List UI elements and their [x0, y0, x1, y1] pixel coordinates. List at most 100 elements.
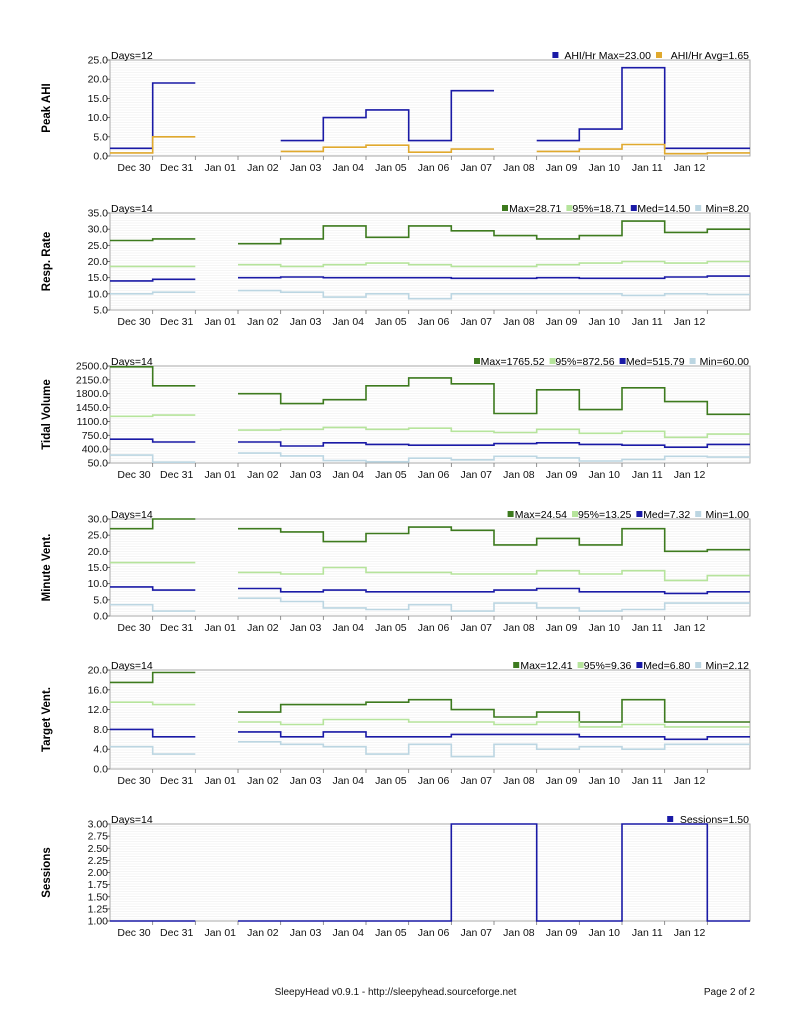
legend-label: Min=2.12 — [706, 660, 750, 672]
y-tick-label: 50.0 — [88, 458, 109, 470]
minute-vent-series-min — [110, 597, 750, 612]
x-tick-label: Jan 05 — [375, 622, 407, 634]
y-tick-label: 5.0 — [93, 131, 108, 143]
minute-vent-series-max — [110, 518, 750, 553]
x-tick-label: Jan 03 — [290, 469, 322, 481]
target-vent-grid — [110, 672, 750, 768]
x-tick-label: Jan 11 — [632, 927, 663, 939]
y-tick-label: 30.0 — [88, 514, 109, 526]
x-tick-label: Jan 01 — [204, 775, 236, 787]
x-tick-label: Dec 30 — [117, 927, 150, 939]
peak-ahi-ylabel: Peak AHI — [41, 83, 53, 132]
y-tick-label: 5.0 — [93, 594, 108, 606]
x-tick-label: Jan 07 — [460, 622, 492, 634]
legend-label: Max=24.54 — [515, 509, 567, 521]
peak-ahi-chart: 0.0 5.0 10.0 15.0 20.0 25.0 Dec 30 Dec 31 Jan 01… — [41, 50, 751, 174]
y-tick-label: 10.0 — [88, 288, 109, 300]
tidal-volume-series-max — [110, 366, 750, 416]
legend-label: 95%=18.71 — [572, 203, 626, 215]
x-tick-label: Jan 09 — [546, 622, 578, 634]
x-tick-label: Jan 09 — [546, 469, 578, 481]
y-tick-label: 2500.0 — [76, 361, 108, 373]
x-tick-label: Jan 10 — [588, 162, 620, 174]
legend-label: Min=8.20 — [706, 203, 750, 215]
minute-vent-series-med — [110, 586, 750, 595]
x-tick-label: Jan 10 — [588, 316, 620, 328]
legend-label: Med=6.80 — [643, 660, 690, 672]
target-vent-frame — [109, 669, 751, 770]
x-tick-label: Jan 06 — [418, 622, 450, 634]
legend-swatch — [695, 662, 702, 668]
x-tick-label: Jan 03 — [290, 622, 322, 634]
x-tick-label: Jan 06 — [418, 316, 450, 328]
y-tick-label: 1800.0 — [76, 388, 108, 400]
y-tick-label: 16.0 — [88, 684, 109, 696]
x-tick-label: Jan 10 — [588, 927, 620, 939]
x-tick-label: Jan 11 — [632, 162, 663, 174]
x-tick-label: Jan 03 — [290, 162, 322, 174]
legend-label: 95%=13.25 — [578, 509, 632, 521]
x-tick-label: Jan 02 — [247, 316, 279, 328]
sessions-grid — [110, 826, 750, 920]
legend-label: Med=515.79 — [626, 356, 685, 368]
y-tick-label: 4.0 — [93, 744, 108, 756]
x-tick-label: Jan 01 — [204, 622, 236, 634]
y-tick-label: 20.0 — [88, 256, 109, 268]
y-tick-label: 25.0 — [88, 240, 109, 252]
x-tick-label: Jan 01 — [204, 927, 236, 939]
peak-ahi-grid — [110, 62, 750, 156]
y-tick-label: 0.0 — [93, 611, 108, 623]
x-tick-label: Dec 30 — [117, 316, 150, 328]
y-tick-label: 10.0 — [88, 578, 109, 590]
x-tick-label: Jan 08 — [503, 775, 535, 787]
legend-swatch — [507, 511, 514, 517]
x-tick-label: Jan 01 — [204, 316, 236, 328]
x-tick-label: Dec 31 — [160, 316, 193, 328]
x-tick-label: Jan 06 — [418, 775, 450, 787]
resp-rate-series-max — [110, 220, 750, 245]
y-tick-label: 1.00 — [88, 916, 109, 928]
x-tick-label: Jan 07 — [460, 316, 492, 328]
tidal-volume-chart: 50.0 400.0 750.0 1100.0 1450.0 1800.0 2150.025… — [41, 356, 751, 481]
x-tick-label: Jan 07 — [460, 927, 492, 939]
x-tick-label: Jan 10 — [588, 469, 620, 481]
resp-rate-ylabel: Resp. Rate — [41, 232, 53, 291]
y-tick-label: 1100.0 — [77, 416, 108, 428]
x-tick-label: Jan 11 — [632, 775, 663, 787]
y-tick-label: 8.0 — [93, 724, 108, 736]
target-vent-series-med — [110, 728, 750, 741]
x-tick-label: Jan 04 — [332, 469, 364, 481]
x-tick-label: Dec 31 — [160, 927, 193, 939]
y-tick-label: 20.0 — [88, 665, 109, 677]
y-tick-label: 25.0 — [88, 530, 109, 542]
x-tick-label: Jan 01 — [204, 469, 236, 481]
legend-swatch — [636, 662, 643, 668]
tidal-volume-ylabel: Tidal Volume — [41, 379, 53, 450]
y-tick-label: 2.50 — [88, 843, 109, 855]
x-tick-label: Jan 12 — [674, 927, 706, 939]
y-tick-label: 25.0 — [88, 55, 109, 67]
x-tick-label: Jan 05 — [375, 316, 407, 328]
legend-label: 95%=872.56 — [555, 356, 614, 368]
legend-swatch — [549, 358, 556, 364]
tidal-volume-series-min — [110, 452, 750, 463]
legend-label: 95%=9.36 — [584, 660, 632, 672]
x-tick-label: Jan 08 — [503, 162, 535, 174]
legend-label: Max=1765.52 — [481, 356, 545, 368]
x-tick-label: Jan 07 — [460, 162, 492, 174]
y-tick-label: 2.25 — [88, 855, 109, 867]
x-tick-label: Jan 04 — [332, 775, 364, 787]
footer-page-number: Page 2 of 2 — [703, 987, 755, 998]
target-vent-series-95- — [110, 701, 750, 728]
y-tick-label: 750.0 — [82, 430, 108, 442]
legend-label: Min=60.00 — [700, 356, 749, 368]
x-tick-label: Jan 12 — [674, 622, 706, 634]
x-tick-label: Jan 05 — [375, 927, 407, 939]
target-vent-ylabel: Target Vent. — [41, 687, 53, 752]
resp-rate-days-label: Days=14 — [111, 203, 153, 215]
sessions-days-label: Days=14 — [111, 814, 153, 826]
tidal-volume-days-label: Days=14 — [111, 356, 153, 368]
y-tick-label: 5.0 — [93, 305, 108, 317]
